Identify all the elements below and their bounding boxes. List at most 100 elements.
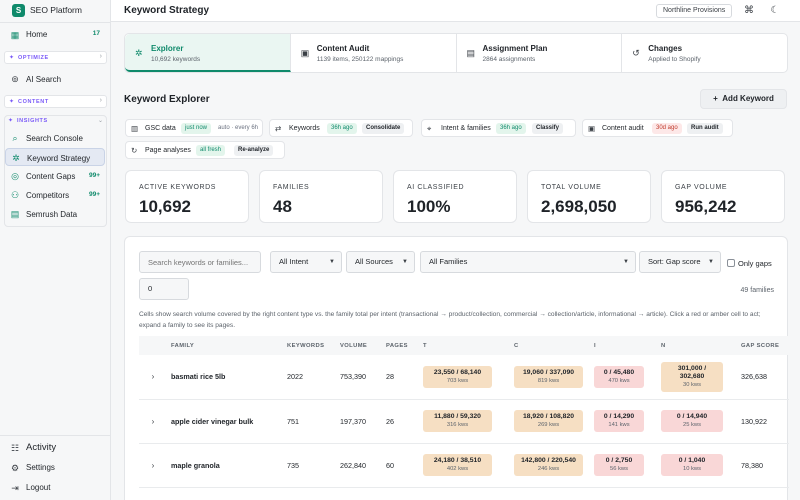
keyword-count: 819 kws xyxy=(537,377,560,384)
source-name: GSC data xyxy=(145,125,176,132)
reanalyze-button[interactable]: Re-analyze xyxy=(234,145,274,156)
coverage-value: 0 / 1,040 xyxy=(678,457,706,464)
only-gaps-checkbox[interactable] xyxy=(727,259,735,267)
min-volume-input[interactable]: 0 xyxy=(139,278,189,300)
source-pages: ↻ Page analyses all fresh Re-analyze xyxy=(125,141,285,159)
tab-changes[interactable]: ↺ Changes Applied to Shopify xyxy=(622,34,787,72)
intent-select[interactable]: All Intent ▼ xyxy=(270,251,342,273)
gear-icon: ⚙ xyxy=(10,463,20,473)
coverage-cell-amber[interactable]: 23,550 / 68,140 703 kws xyxy=(423,365,492,388)
sort-select[interactable]: Sort: Gap score ▼ xyxy=(639,251,721,273)
volume-value: 753,390 xyxy=(336,355,382,400)
table-row: › basmati rice 5lb 2022 753,390 28 23,55… xyxy=(139,355,789,400)
tab-subtitle: 2864 assignments xyxy=(482,56,536,63)
pages-count: 26 xyxy=(382,399,419,444)
sidebar-item-competitors[interactable]: ⚇ Competitors 99+ xyxy=(4,186,106,204)
coverage-cell-amber[interactable]: 301,000 / 302,680 30 kws xyxy=(661,361,723,392)
section-label: INSIGHTS xyxy=(17,118,48,124)
chevron-right-icon[interactable]: › xyxy=(139,355,167,400)
sidebar-item-home[interactable]: ▦ Home 17 xyxy=(4,27,106,43)
stat-ai-classified: AI CLASSIFIED 100% xyxy=(393,170,517,223)
coverage-value: 142,800 / 220,540 xyxy=(521,457,576,464)
coverage-cell-red[interactable]: 0 / 1,040 10 kws xyxy=(661,454,723,476)
search-input[interactable] xyxy=(139,251,261,273)
store-switcher-button[interactable]: Northline Provisions xyxy=(656,4,733,18)
chevron-right-icon[interactable]: › xyxy=(139,399,167,444)
sidebar-item-semrush-data[interactable]: ▤ Semrush Data xyxy=(4,205,106,223)
status-badge: all fresh xyxy=(196,145,226,156)
add-keyword-button[interactable]: + Add Keyword xyxy=(700,89,787,109)
section-insights-toggle[interactable]: ✦ INSIGHTS ⌄ xyxy=(4,115,107,128)
topbar: Keyword Strategy Northline Provisions ⌘ … xyxy=(111,0,800,22)
coverage-value: 18,920 / 108,820 xyxy=(522,413,575,420)
classify-button[interactable]: Classify xyxy=(532,123,564,134)
section-label: OPTIMIZE xyxy=(18,55,49,61)
gap-score: 78,380 xyxy=(737,443,789,488)
cell-t: 23,550 / 68,140 703 kws xyxy=(419,355,510,400)
coverage-value: 0 / 45,480 xyxy=(603,368,635,376)
sidebar-item-label: Activity xyxy=(26,442,57,453)
col-header-family[interactable]: FAMILY xyxy=(171,342,195,349)
stat-active-keywords: ACTIVE KEYWORDS 10,692 xyxy=(125,170,249,223)
sidebar-item-label: Logout xyxy=(26,483,51,492)
col-header-volume[interactable]: VOLUME xyxy=(340,342,368,349)
moon-icon[interactable]: ☾ xyxy=(770,5,780,16)
chevron-right-icon[interactable]: › xyxy=(139,443,167,488)
coverage-cell-amber[interactable]: 142,800 / 220,540 246 kws xyxy=(514,454,583,476)
coverage-cell-amber[interactable]: 19,060 / 337,090 819 kws xyxy=(514,365,583,388)
tab-explorer[interactable]: ✲ Explorer 10,692 keywords xyxy=(125,34,291,72)
coverage-cell-amber[interactable]: 24,180 / 38,510 402 kws xyxy=(423,454,492,476)
col-header-keywords[interactable]: KEYWORDS xyxy=(287,342,325,349)
logout-icon: ⇥ xyxy=(11,483,19,493)
volume-value: 262,840 xyxy=(336,443,382,488)
input-value: 0 xyxy=(148,284,153,293)
cell-c: 19,060 / 337,090 819 kws xyxy=(510,355,590,400)
consolidate-button[interactable]: Consolidate xyxy=(362,123,405,134)
stat-label: GAP VOLUME xyxy=(675,184,728,191)
brand[interactable]: S SEO Platform xyxy=(6,0,110,22)
source-keywords: ⇄ Keywords 36h ago Consolidate xyxy=(269,119,413,137)
sidebar-item-activity[interactable]: ☷ Activity xyxy=(4,440,106,456)
stat-label: ACTIVE KEYWORDS xyxy=(139,184,217,191)
sidebar-item-settings[interactable]: ⚙ Settings xyxy=(4,460,106,476)
tab-assignment-plan[interactable]: ▤ Assignment Plan 2864 assignments xyxy=(457,34,623,72)
tab-content-audit[interactable]: ▣ Content Audit 1139 items, 250122 mappi… xyxy=(291,34,457,72)
sidebar-item-logout[interactable]: ⇥ Logout xyxy=(4,480,106,496)
explorer-panel: All Intent ▼ All Sources ▼ All Families … xyxy=(124,236,789,500)
stat-value: 48 xyxy=(273,197,292,216)
col-header-pages[interactable]: PAGES xyxy=(386,342,408,349)
col-header-gap-score[interactable]: GAP SCORE xyxy=(741,342,780,349)
sidebar-item-ai-search[interactable]: ⊚ AI Search xyxy=(4,70,106,88)
sources-select[interactable]: All Sources ▼ xyxy=(346,251,415,273)
keywords-count: 735 xyxy=(283,443,336,488)
run-audit-button[interactable]: Run audit xyxy=(687,123,723,134)
coverage-cell-red[interactable]: 0 / 2,750 56 kws xyxy=(594,454,644,476)
coverage-cell-red[interactable]: 0 / 14,940 25 kws xyxy=(661,410,723,432)
refresh-icon: ↻ xyxy=(131,146,138,155)
sidebar-item-content-gaps[interactable]: ◎ Content Gaps 99+ xyxy=(4,167,106,185)
source-name: Page analyses xyxy=(145,147,191,154)
tab-title: Explorer xyxy=(151,44,184,53)
sidebar-item-search-console[interactable]: ⌕ Search Console xyxy=(4,129,106,147)
cell-t: 11,880 / 59,320 316 kws xyxy=(419,399,510,444)
coverage-cell-amber[interactable]: 11,880 / 59,320 316 kws xyxy=(423,410,492,432)
section-content-toggle[interactable]: ✦ CONTENT › xyxy=(4,95,107,108)
sidebar-item-keyword-strategy[interactable]: ✲ Keyword Strategy xyxy=(5,148,105,166)
section-optimize-toggle[interactable]: ✦ OPTIMIZE › xyxy=(4,51,107,64)
brand-logo: S xyxy=(12,4,25,17)
section-title: Keyword Explorer xyxy=(124,94,210,105)
coverage-cell-red[interactable]: 0 / 14,290 141 kws xyxy=(594,410,644,432)
count-badge: 99+ xyxy=(88,191,100,198)
stat-label: TOTAL VOLUME xyxy=(541,184,602,191)
keyword-count: 25 kws xyxy=(682,422,702,428)
divider xyxy=(0,22,111,23)
matrix-description: Cells show search volume covered by the … xyxy=(139,311,761,329)
col-header-n: N xyxy=(661,342,666,349)
coverage-cell-red[interactable]: 0 / 45,480 470 kws xyxy=(594,365,644,388)
families-select[interactable]: All Families ▼ xyxy=(420,251,636,273)
tab-title: Content Audit xyxy=(316,44,370,53)
coverage-cell-amber[interactable]: 18,920 / 108,820 269 kws xyxy=(514,410,583,432)
keyword-count: 269 kws xyxy=(537,422,560,428)
audit-icon: ▣ xyxy=(300,48,310,58)
command-icon[interactable]: ⌘ xyxy=(744,5,754,16)
